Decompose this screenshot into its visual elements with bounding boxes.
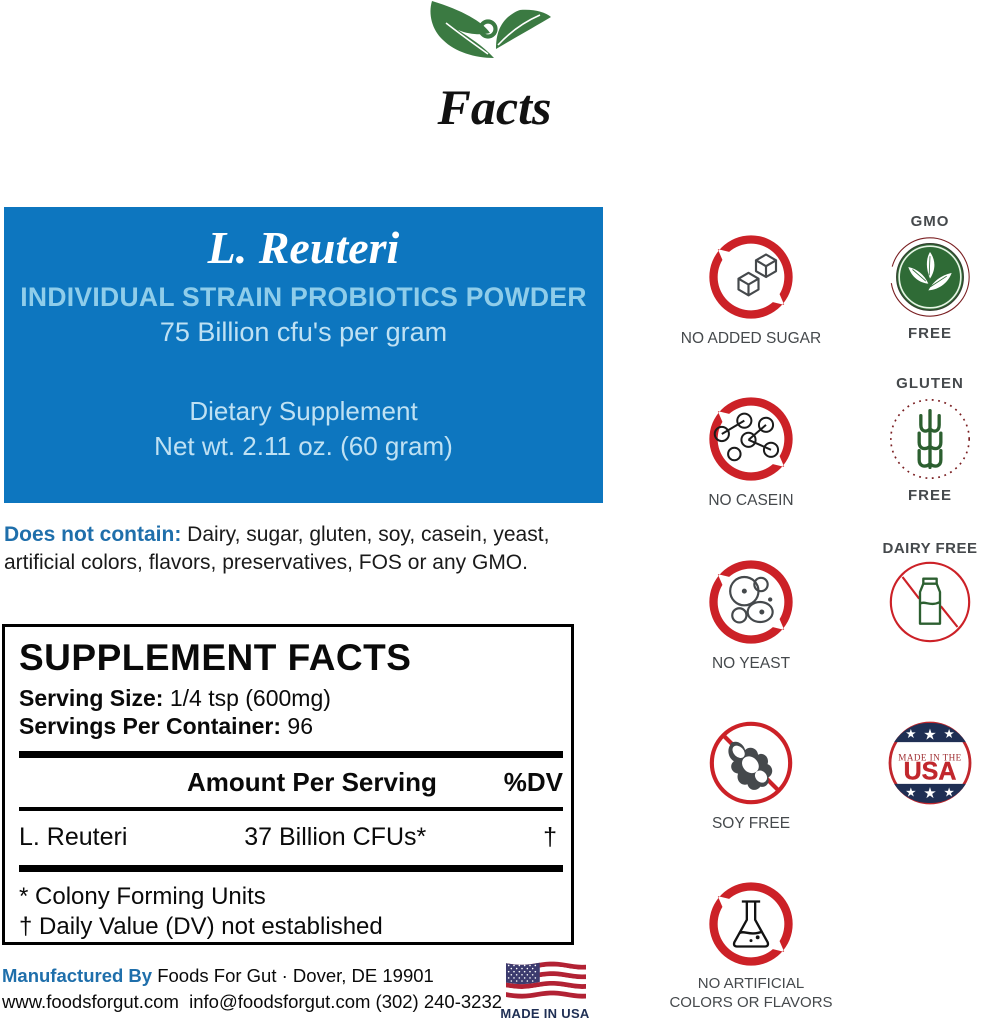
svg-text:★: ★ <box>944 785 955 799</box>
svg-text:★: ★ <box>905 727 916 741</box>
svg-text:★: ★ <box>905 785 916 799</box>
svg-text:★: ★ <box>923 785 936 802</box>
svg-text:★: ★ <box>923 727 936 744</box>
svg-text:USA: USA <box>904 758 957 786</box>
svg-text:★: ★ <box>944 727 955 741</box>
